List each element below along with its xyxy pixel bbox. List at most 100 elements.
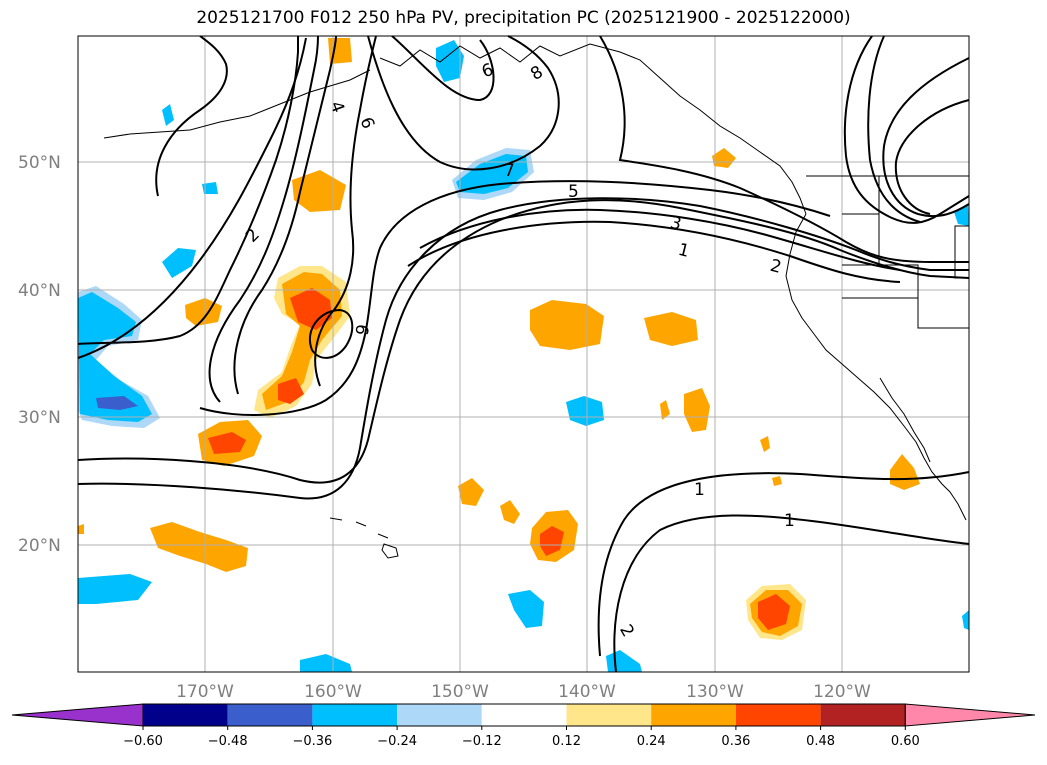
lat-label: 50°N: [18, 153, 61, 173]
precip-positive-area: [150, 522, 248, 572]
contour-label: 7: [504, 161, 515, 181]
colorbar-segment: [820, 704, 906, 726]
precip-negative-area: [508, 590, 544, 628]
precip-negative-area: [78, 292, 152, 422]
pv-contour-line: [233, 35, 337, 395]
alaska-coast: [379, 43, 807, 215]
colorbar-segment: [481, 704, 567, 726]
baja-peninsula: [879, 377, 931, 463]
colorbar-tick-label: −0.36: [292, 734, 332, 749]
colorbar-tick-label: 0.60: [891, 734, 920, 749]
pv-contour-line: [894, 99, 970, 215]
contour-label: 1: [784, 511, 795, 531]
pv-contour-line: [199, 180, 831, 416]
precip-positive-area: [208, 432, 246, 454]
colorbar-tick-label: 0.48: [806, 734, 835, 749]
pv-contour-line: [407, 220, 901, 283]
precip-negative-area: [300, 654, 352, 672]
colorbar-segment: [566, 704, 652, 726]
lon-label: 120°W: [813, 682, 871, 702]
colorbar-tick-label: −0.60: [123, 734, 163, 749]
pv-contour-line: [419, 208, 901, 271]
precip-negative-area: [96, 396, 138, 410]
precip-negative-area: [162, 104, 174, 126]
pv-contour-line: [314, 35, 377, 387]
colorbar-segment: [651, 704, 736, 726]
precip-negative-area: [162, 248, 196, 278]
map-title: 2025121700 F012 250 hPa PV, precipitatio…: [196, 8, 851, 28]
contour-label: 3: [668, 213, 683, 235]
lon-label: 130°W: [686, 682, 744, 702]
pv-contour-line: [843, 35, 970, 224]
precip-positive-area: [772, 476, 782, 486]
lon-label: 140°W: [558, 682, 616, 702]
pv-contour-line: [599, 35, 969, 263]
precip-positive-area: [290, 288, 332, 330]
precip-negative-area: [954, 204, 969, 226]
aleutian-chain: [103, 69, 371, 139]
pv-contour-line: [597, 471, 970, 657]
pv-contour-line: [882, 57, 970, 218]
contour-label: 5: [568, 182, 579, 202]
lat-label: 20°N: [18, 536, 61, 556]
us-state-lines: [806, 175, 970, 329]
contour-label: 1: [676, 240, 691, 262]
pv-contour-line: [367, 35, 560, 171]
contour-label: 1: [694, 480, 705, 500]
colorbar-tick-label: 0.36: [721, 734, 750, 749]
lat-label: 30°N: [18, 408, 61, 428]
precip-positive-area: [78, 524, 84, 534]
colorbar-frame: [142, 703, 906, 727]
colorbar-tick-label: −0.24: [377, 734, 417, 749]
colorbar-extend-min: [11, 703, 144, 727]
precip-positive-area: [660, 400, 670, 420]
precip-positive-area: [684, 388, 710, 432]
pv-contour-line: [391, 35, 495, 102]
precip-positive-area: [530, 300, 604, 350]
precip-positive-area: [278, 378, 304, 404]
contour-label: 2: [768, 256, 783, 278]
pv-contour-line: [309, 308, 354, 359]
pv-contour-line: [155, 35, 228, 197]
colorbar-extend-max: [904, 703, 1036, 727]
graticule: [78, 36, 969, 672]
lon-label: 150°W: [431, 682, 489, 702]
colorbar-tick-label: 0.12: [552, 734, 581, 749]
lat-label: 40°N: [18, 281, 61, 301]
colorbar: −0.60 −0.48 −0.36 −0.24 −0.12 0.12 0.24 0.36 0.4…: [11, 703, 1036, 749]
precip-positive-area: [328, 38, 352, 64]
precip-negative-area: [202, 182, 218, 194]
lon-label: 160°W: [304, 682, 362, 702]
hawaii-islands: [329, 517, 399, 559]
colorbar-segment: [143, 704, 228, 726]
precip-negative-area: [78, 574, 152, 604]
lon-label: 170°W: [176, 682, 234, 702]
coastlines: [103, 43, 970, 559]
precip-positive-area: [500, 500, 520, 524]
pv-contour-line: [208, 35, 319, 403]
precip-positive-area: [644, 312, 698, 346]
pv-contour-line: [77, 37, 307, 359]
precip-negative-area: [566, 396, 604, 426]
precip-positive-area: [758, 594, 790, 630]
map-panel: 2 4 6 8 9 7 5 3 1 2 6 1 1 2: [77, 35, 970, 673]
precip-negative-area: [962, 610, 969, 630]
north-america-coast: [785, 213, 967, 521]
colorbar-segment: [227, 704, 313, 726]
precip-positive-area: [712, 148, 736, 168]
precip-positive-area: [760, 436, 770, 452]
pv-contours: [77, 35, 970, 673]
precip-positive-area: [540, 526, 564, 556]
precip-positive-area: [890, 454, 920, 490]
pv-contour-line: [613, 514, 970, 673]
precip-positive-area: [458, 478, 484, 506]
colorbar-segment: [735, 704, 821, 726]
precip-negative-area: [436, 40, 464, 82]
pv-contour-line: [77, 199, 970, 484]
colorbar-tick-label: 0.24: [637, 734, 666, 749]
colorbar-tick-label: −0.48: [208, 734, 248, 749]
latitude-labels: 50°N 40°N 30°N 20°N: [18, 153, 61, 556]
colorbar-tick-label: −0.12: [462, 734, 502, 749]
pv-contour-line: [77, 36, 299, 345]
